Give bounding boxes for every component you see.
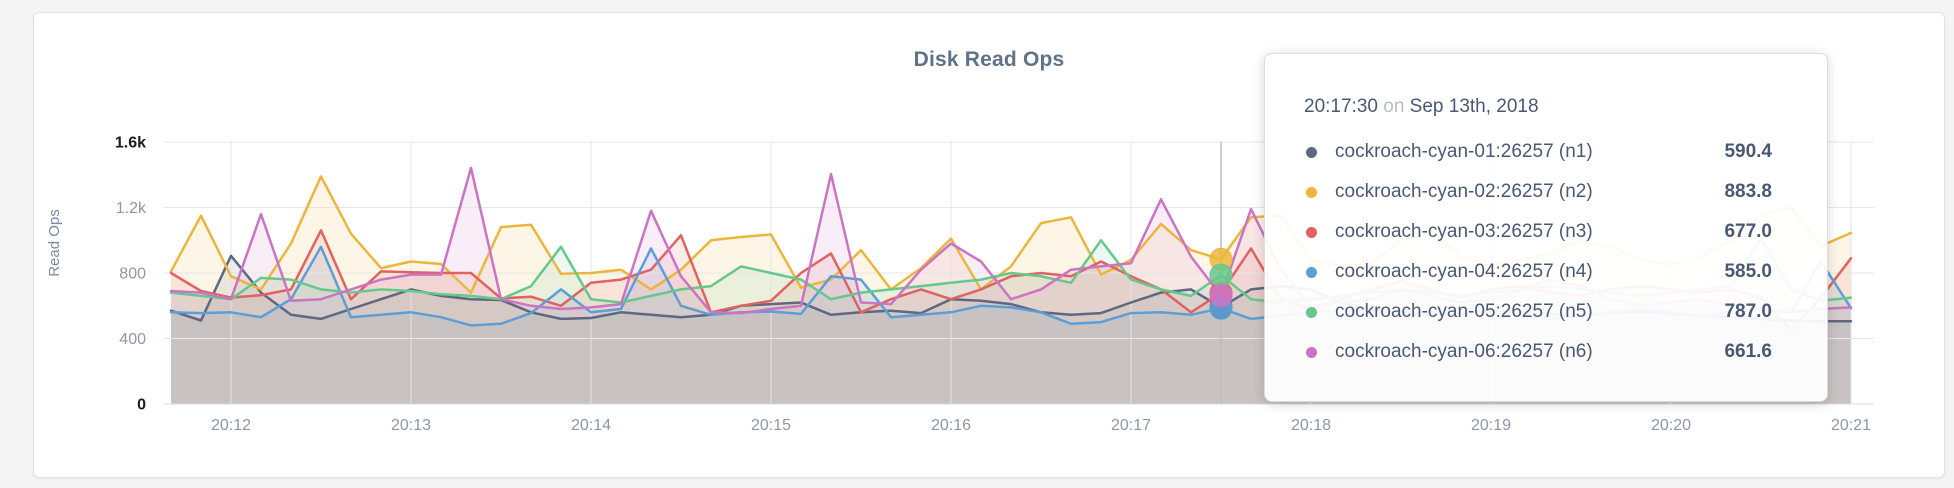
tooltip-series-label: cockroach-cyan-03:26257 (n3) (1335, 221, 1593, 242)
tooltip-row-n6: cockroach-cyan-06:26257 (n6) 661.6 (1304, 332, 1827, 372)
tooltip-date: Sep 13th, 2018 (1409, 96, 1539, 117)
tooltip-series-label: cockroach-cyan-05:26257 (n5) (1335, 301, 1593, 322)
chart-tooltip: 20:17:30 on Sep 13th, 2018 cockroach-cya… (1264, 53, 1828, 402)
tooltip-time: 20:17:30 (1304, 96, 1378, 117)
y-tick-800: 800 (119, 266, 146, 283)
x-tick-20:15: 20:15 (751, 417, 791, 434)
x-tick-20:14: 20:14 (571, 417, 611, 434)
tooltip-row-n3: cockroach-cyan-03:26257 (n3) 677.0 (1304, 212, 1827, 252)
tooltip-series-value: 787.0 (1724, 301, 1772, 322)
chart-card: Disk Read Ops Read Ops 20:12 20:13 20:14 20… (33, 12, 1945, 478)
tooltip-header: 20:17:30 on Sep 13th, 2018 (1304, 92, 1827, 122)
tooltip-series-label: cockroach-cyan-06:26257 (n6) (1335, 341, 1593, 362)
tooltip-series-value: 590.4 (1724, 141, 1772, 162)
x-tick-20:18: 20:18 (1291, 417, 1331, 434)
series-color-dot-icon-n1 (1306, 146, 1317, 158)
series-color-dot-icon-n4 (1306, 266, 1317, 278)
tooltip-row-n5: cockroach-cyan-05:26257 (n5) 787.0 (1304, 292, 1827, 332)
y-axis-ticks: 0 400 800 1.2k 1.6k (115, 135, 147, 414)
x-tick-20:16: 20:16 (931, 417, 971, 434)
series-color-dot-icon-n5 (1306, 306, 1317, 318)
x-tick-20:17: 20:17 (1111, 417, 1151, 434)
x-tick-20:13: 20:13 (391, 417, 431, 434)
y-tick-400: 400 (119, 331, 146, 348)
tooltip-series-value: 661.6 (1724, 341, 1772, 362)
series-color-dot-icon-n3 (1306, 226, 1317, 238)
tooltip-series-value: 585.0 (1724, 261, 1772, 282)
tooltip-rows: cockroach-cyan-01:26257 (n1) 590.4 cockr… (1304, 132, 1827, 372)
y-tick-1.2k: 1.2k (116, 200, 147, 217)
hover-dot-n6 (1209, 284, 1233, 308)
y-tick-1.6k: 1.6k (115, 135, 146, 152)
hover-dots (1209, 247, 1233, 320)
tooltip-row-n4: cockroach-cyan-04:26257 (n4) 585.0 (1304, 252, 1827, 292)
tooltip-series-value: 677.0 (1724, 221, 1772, 242)
tooltip-series-label: cockroach-cyan-02:26257 (n2) (1335, 181, 1593, 202)
chart-title: Disk Read Ops (913, 48, 1065, 71)
hover-dot-n5 (1209, 263, 1233, 287)
x-tick-20:20: 20:20 (1651, 417, 1691, 434)
tooltip-series-label: cockroach-cyan-01:26257 (n1) (1335, 141, 1593, 162)
tooltip-row-n1: cockroach-cyan-01:26257 (n1) 590.4 (1304, 132, 1827, 172)
x-axis-ticks: 20:12 20:13 20:14 20:15 20:16 20:17 20:18 20:19… (211, 417, 1871, 434)
tooltip-series-label: cockroach-cyan-04:26257 (n4) (1335, 261, 1593, 282)
tooltip-row-n2: cockroach-cyan-02:26257 (n2) 883.8 (1304, 172, 1827, 212)
tooltip-on-word: on (1383, 96, 1405, 117)
series-color-dot-icon-n6 (1306, 346, 1317, 358)
series-color-dot-icon-n2 (1306, 186, 1317, 198)
x-tick-20:21: 20:21 (1831, 417, 1871, 434)
x-tick-20:19: 20:19 (1471, 417, 1511, 434)
y-tick-0: 0 (137, 397, 146, 414)
x-tick-20:12: 20:12 (211, 417, 251, 434)
tooltip-series-value: 883.8 (1724, 181, 1772, 202)
